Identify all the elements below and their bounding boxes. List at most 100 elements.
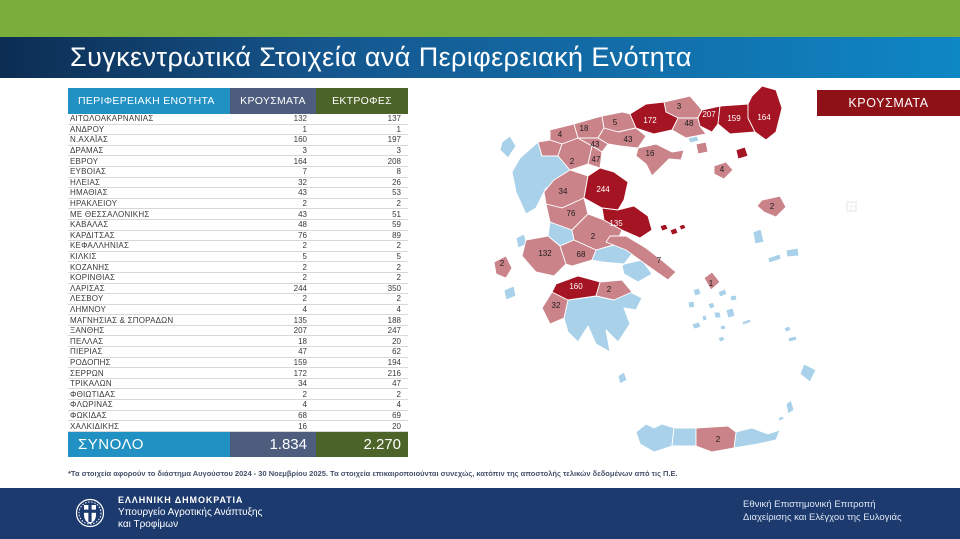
table-row: ΛΕΣΒΟΥ 2 2 [68,294,408,305]
region-name-cell: ΛΗΜΝΟΥ [70,304,107,314]
map-region-andros [703,271,721,291]
map-value-label: 4 [720,165,725,174]
footer-bar: ΕΛΛΗΝΙΚΗ ΔΗΜΟΚΡΑΤΙΑ Υπουργείο Αγροτικής … [0,488,960,539]
region-name-cell: ΕΥΒΟΙΑΣ [70,167,107,177]
map-region-larisa [583,167,629,211]
value-cell: 5 [396,252,401,262]
table-row: ΔΡΑΜΑΣ 3 3 [68,146,408,157]
value-cell: 2 [396,199,401,209]
value-cell: 51 [392,209,401,219]
footnote: *Τα στοιχεία αφορούν το διάστημα Αυγούστ… [68,469,678,478]
value-cell: 132 [293,114,307,124]
table-row: ΗΜΑΘΙΑΣ 43 53 [68,188,408,199]
map-region-imathia [577,137,609,153]
map-region-crete-chania [635,423,675,453]
value-cell: 188 [387,315,401,325]
value-cell: 350 [387,283,401,293]
value-cell: 18 [298,336,307,346]
region-name-cell: ΡΟΔΟΠΗΣ [70,357,111,367]
value-cell: 20 [392,421,401,431]
value-cell: 3 [396,146,401,156]
map-value-label: 4 [558,130,563,139]
value-cell: 3 [302,146,307,156]
committee-line2: Διαχείρισης και Ελέγχου της Ευλογιάς [743,511,902,523]
map-value-label: 132 [538,249,552,258]
table-row: ΕΥΒΟΙΑΣ 7 8 [68,167,408,178]
value-cell: 2 [302,262,307,272]
region-name-cell: ΛΕΣΒΟΥ [70,294,104,304]
value-cell: 197 [387,135,401,145]
map-value-label: 68 [577,250,586,259]
map-value-label: 18 [580,124,589,133]
map-value-label: 159 [727,114,741,123]
region-name-cell: ΕΒΡΟΥ [70,156,99,166]
table-row: ΛΑΡΙΣΑΣ 244 350 [68,284,408,295]
map-value-label: 207 [702,110,716,119]
map-value-label: 43 [624,135,633,144]
region-name-cell: ΛΑΡΙΣΑΣ [70,283,105,293]
map-value-label: 2 [591,232,596,241]
map-value-label: 43 [591,140,600,149]
value-cell: 2 [302,273,307,283]
summary-table: ΠΕΡΙΦΕΡΕΙΑΚΗ ΕΝΟΤΗΤΑ ΚΡΟΥΣΜΑΤΑ ΕΚΤΡΟΦΕΣ … [68,88,408,457]
value-cell: 160 [293,135,307,145]
value-cell: 2 [302,241,307,251]
value-cell: 1 [302,124,307,134]
table-row: ΚΑΡΔΙΤΣΑΣ 76 89 [68,231,408,242]
map-region-south-peloponnese [563,291,643,353]
value-cell: 47 [392,379,401,389]
value-cell: 4 [302,304,307,314]
table-row: Ν.ΑΧΑΪΑΣ 160 197 [68,135,408,146]
value-cell: 4 [302,400,307,410]
map-region-achaia [551,275,601,301]
region-name-cell: ΗΡΑΚΛΕΙΟΥ [70,199,118,209]
region-name-cell: ΤΡΙΚΑΛΩΝ [70,379,112,389]
region-name-cell: ΗΜΑΘΙΑΣ [70,188,108,198]
map-value-label: 16 [646,149,655,158]
hellenic-republic-label: ΕΛΛΗΝΙΚΗ ΔΗΜΟΚΡΑΤΙΑ [118,495,244,505]
value-cell: 43 [298,209,307,219]
value-cell: 2 [302,199,307,209]
table-header-row: ΠΕΡΙΦΕΡΕΙΑΚΗ ΕΝΟΤΗΤΑ ΚΡΟΥΣΜΑΤΑ ΕΚΤΡΟΦΕΣ [68,88,408,114]
value-cell: 4 [396,400,401,410]
table-row: ΗΡΑΚΛΕΙΟΥ 2 2 [68,199,408,210]
value-cell: 62 [392,347,401,357]
region-name-cell: ΞΑΝΘΗΣ [70,326,105,336]
map-region-sporades [659,223,687,236]
value-cell: 76 [298,230,307,240]
value-cell: 2 [302,389,307,399]
map-region-samothraki [735,146,749,160]
value-cell: 2 [396,389,401,399]
map-value-label: 2 [716,435,721,444]
value-cell: 135 [293,315,307,325]
region-name-cell: Ν.ΑΧΑΪΑΣ [70,135,109,145]
region-name-cell: ΦΛΩΡΙΝΑΣ [70,400,113,410]
value-cell: 2 [302,294,307,304]
value-cell: 194 [387,357,401,367]
map-value-label: 32 [552,301,561,310]
value-cell: 2 [396,262,401,272]
grid-watermark-icon [846,196,872,216]
value-cell: 247 [387,326,401,336]
value-cell: 216 [387,368,401,378]
total-farms: 2.270 [316,431,408,457]
table-row: ΚΟΡΙΝΘΙΑΣ 2 2 [68,273,408,284]
map-value-label: 76 [567,209,576,218]
value-cell: 208 [387,156,401,166]
map-region-aitoloakarnania [521,235,567,277]
region-name-cell: ΠΕΛΛΑΣ [70,336,104,346]
map-region-crete-heraklion [695,425,737,453]
map-value-label: 1 [709,279,714,288]
map-region-lesvos [756,195,787,218]
table-row: ΞΑΝΘΗΣ 207 247 [68,326,408,337]
map-region-serres [629,101,679,135]
map-value-label: 7 [657,256,662,265]
value-cell: 34 [298,379,307,389]
title-bar: Συγκεντρωτικά Στοιχεία ανά Περιφερειακή … [0,37,960,78]
value-cell: 43 [298,188,307,198]
map-region-crete-lasithi [733,427,781,449]
value-cell: 69 [392,410,401,420]
table-row: ΜΑΓΝΗΣΙΑΣ & ΣΠΟΡΑΔΩΝ 135 188 [68,315,408,326]
